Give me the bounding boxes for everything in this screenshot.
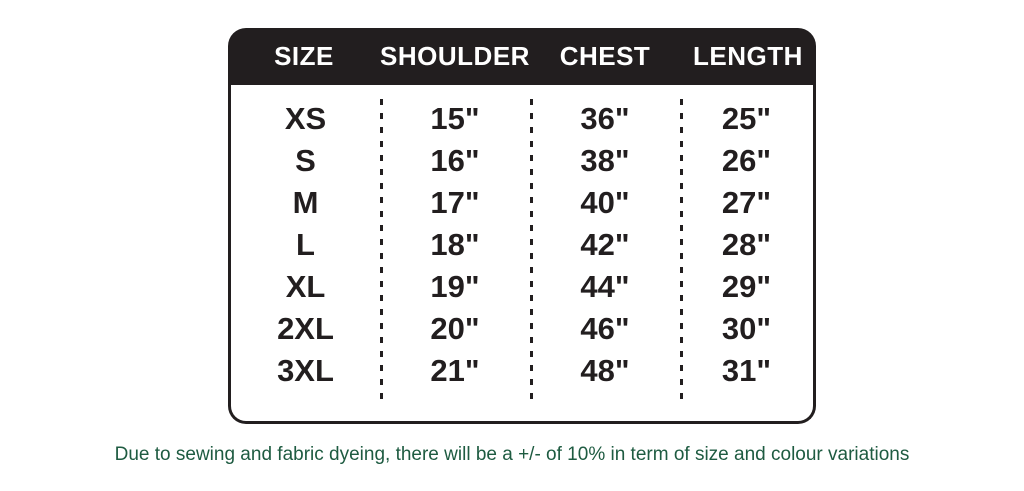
cell-length: 27": [721, 185, 772, 220]
cell-length: 30": [721, 311, 772, 346]
column-header-length: LENGTH: [693, 41, 803, 71]
cell-shoulder: 19": [430, 269, 480, 304]
cell-length: 25": [721, 101, 772, 136]
cell-chest: 36": [580, 101, 630, 136]
cell-chest: 40": [580, 185, 630, 220]
cell-shoulder: 15": [430, 101, 480, 136]
table-row: XL 19" 44" 29": [231, 266, 813, 308]
cell-shoulder: 21": [430, 353, 480, 388]
cell-size: L: [296, 227, 315, 262]
cell-shoulder: 18": [430, 227, 480, 262]
cell-size: XL: [285, 269, 326, 304]
table-row: 3XL 21" 48" 31": [231, 350, 813, 392]
table-row: M 17" 40" 27": [231, 182, 813, 224]
cell-chest: 42": [580, 227, 630, 262]
column-header-shoulder: SHOULDER: [380, 41, 530, 71]
table-row: 2XL 20" 46" 30": [231, 308, 813, 350]
size-variation-note: Due to sewing and fabric dyeing, there w…: [114, 444, 910, 465]
column-separator: [380, 99, 383, 401]
cell-shoulder: 17": [430, 185, 480, 220]
cell-chest: 38": [580, 143, 630, 178]
cell-size: S: [295, 143, 316, 178]
cell-length: 29": [721, 269, 772, 304]
cell-size: 3XL: [277, 353, 334, 388]
column-separator: [680, 99, 683, 401]
cell-size: 2XL: [277, 311, 334, 346]
cell-length: 26": [721, 143, 772, 178]
cell-size: XS: [284, 101, 327, 136]
table-row: S 16" 38" 26": [231, 140, 813, 182]
table-row: L 18" 42" 28": [231, 224, 813, 266]
cell-size: M: [292, 185, 319, 220]
cell-chest: 44": [580, 269, 630, 304]
table-body: XS 15" 36" 25" S 16" 38" 26" M 17" 40" 2…: [228, 85, 816, 424]
column-separator: [530, 99, 533, 401]
cell-length: 31": [721, 353, 772, 388]
cell-shoulder: 16": [430, 143, 480, 178]
column-header-chest: CHEST: [559, 41, 651, 71]
table-row: XS 15" 36" 25": [231, 98, 813, 140]
table-header: SIZE SHOULDER CHEST LENGTH: [228, 28, 816, 85]
cell-shoulder: 20": [430, 311, 480, 346]
cell-chest: 48": [580, 353, 630, 388]
cell-length: 28": [721, 227, 772, 262]
cell-chest: 46": [580, 311, 630, 346]
column-header-size: SIZE: [274, 41, 334, 71]
size-chart-table: SIZE SHOULDER CHEST LENGTH XS 15" 36" 25…: [228, 28, 816, 424]
